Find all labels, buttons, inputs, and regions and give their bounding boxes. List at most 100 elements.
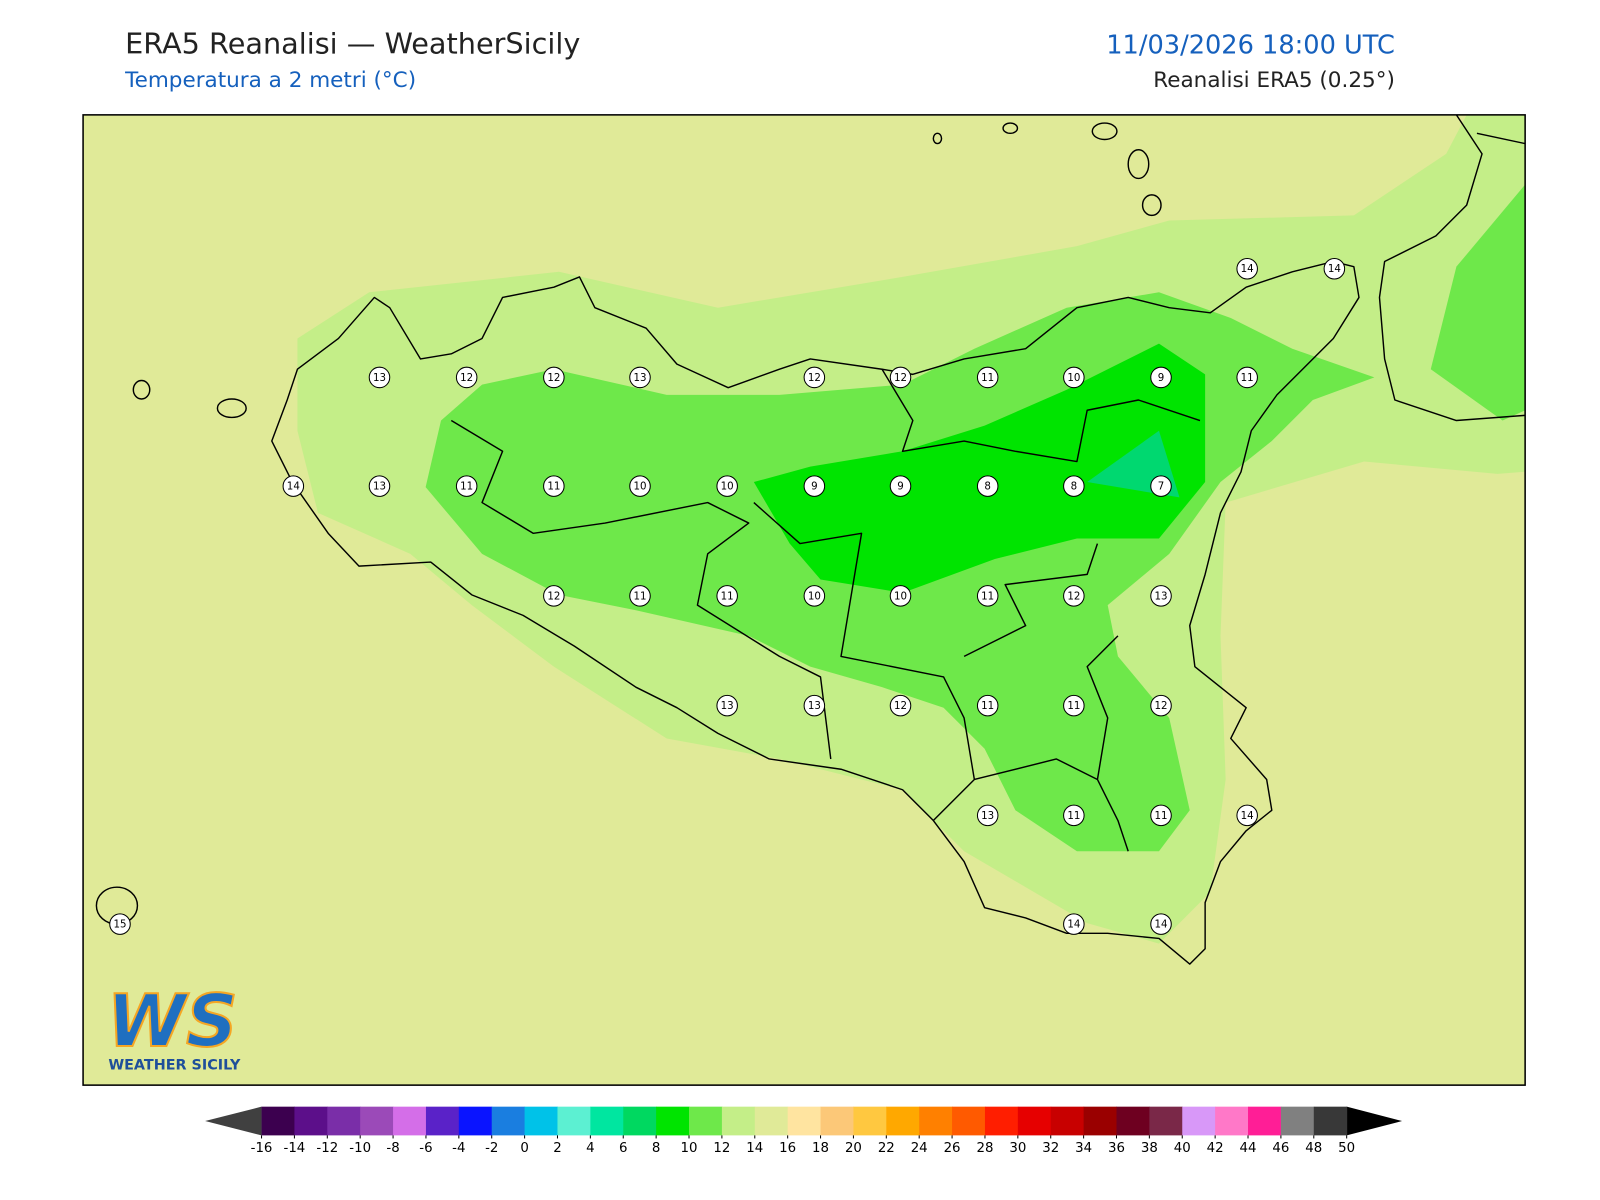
station-value: 15: [113, 919, 126, 931]
colorbar-segment: [327, 1106, 361, 1136]
subtitle: Temperatura a 2 metri (°C): [124, 68, 416, 93]
island: [132, 379, 151, 400]
colorbar-segment: [458, 1106, 493, 1136]
colorbar-tick-label: 40: [1174, 1141, 1191, 1156]
colorbar-tick-label: 12: [713, 1141, 730, 1156]
station-value: 12: [547, 590, 560, 602]
colorbar-tick-label: 48: [1305, 1141, 1322, 1156]
station-marker: [368, 366, 391, 389]
colorbar: -16 -14 -12 -10 -8 -6 -4 -2 0 2 4 6 8 10 12 14 16 18 20 22 2…: [205, 1106, 1403, 1156]
station-marker: [543, 585, 565, 607]
station-value: 14: [1155, 919, 1168, 931]
station-marker: [455, 475, 478, 497]
station-value: 13: [373, 372, 386, 384]
colorbar-segment: [360, 1106, 394, 1136]
colorbar-tick-label: 34: [1075, 1141, 1092, 1156]
colorbar-segment: [754, 1106, 789, 1136]
station-value: 12: [460, 372, 473, 384]
station-marker: [1063, 366, 1085, 389]
station-value: 12: [547, 372, 560, 384]
colorbar-segment: [984, 1106, 1019, 1136]
colorbar-tick-label: -6: [419, 1141, 432, 1156]
colorbar-segment: [623, 1106, 657, 1136]
colorbar-tick-label: 10: [681, 1141, 698, 1156]
island: [1127, 149, 1150, 180]
station-marker: [368, 475, 391, 497]
station-marker: [803, 366, 826, 389]
station-marker: [976, 694, 999, 717]
station-marker: [716, 694, 738, 717]
colorbar-tick-label: 44: [1240, 1141, 1257, 1156]
station-value: 8: [984, 481, 991, 493]
colorbar-segment: [952, 1106, 986, 1136]
station-value: 7: [1158, 481, 1165, 493]
title: ERA5 Reanalisi — WeatherSicily: [125, 26, 580, 60]
colorbar-tick-label: 16: [779, 1141, 796, 1156]
station-marker: [976, 475, 999, 497]
island: [932, 132, 943, 145]
station-marker: [889, 475, 912, 497]
colorbar-tick-label: -4: [452, 1141, 465, 1156]
station-marker: [629, 475, 651, 497]
colorbar-tick-label: -14: [284, 1141, 306, 1156]
colorbar-over: [1346, 1106, 1403, 1136]
calabria-coast: [1378, 114, 1526, 422]
station-marker: [282, 475, 305, 497]
station-value: 11: [721, 590, 734, 602]
station-marker: [1063, 694, 1085, 717]
colorbar-tick-label: -12: [316, 1141, 338, 1156]
coastline: [271, 260, 1360, 965]
colorbar-tick-label: 36: [1108, 1141, 1125, 1156]
station-value: 11: [1067, 810, 1080, 822]
station-marker: [1063, 804, 1085, 827]
station-value: 9: [811, 481, 818, 493]
colorbar-segment: [294, 1106, 328, 1136]
station-value: 13: [808, 700, 821, 712]
colorbar-tick-label: -10: [349, 1141, 371, 1156]
station-marker: [976, 366, 999, 389]
colorbar-segment: [853, 1106, 887, 1136]
station-value: 13: [981, 810, 994, 822]
station-value: 12: [1067, 590, 1080, 602]
station-value: 11: [460, 481, 473, 493]
station-value: 12: [1155, 700, 1168, 712]
station-value: 14: [1067, 919, 1080, 931]
station-value: 8: [1071, 481, 1078, 493]
colorbar-tick-label: 6: [619, 1141, 627, 1156]
colorbar-segment: [1182, 1106, 1216, 1136]
colorbar-segment: [524, 1106, 558, 1136]
colorbar-tick-label: -8: [386, 1141, 399, 1156]
station-marker: [803, 585, 826, 607]
station-marker: [109, 913, 131, 935]
station-marker: [716, 585, 738, 607]
station-value: 9: [1158, 372, 1165, 384]
island: [1002, 122, 1019, 135]
station-value: 9: [897, 481, 904, 493]
colorbar-segment: [1083, 1106, 1118, 1136]
colorbar-segment: [1215, 1106, 1249, 1136]
colorbar-tick-label: 20: [845, 1141, 862, 1156]
colorbar-segment: [425, 1106, 460, 1136]
station-value: 11: [981, 700, 994, 712]
province-border: [450, 368, 1201, 852]
station-value: 13: [1155, 590, 1168, 602]
station-marker: [1063, 585, 1085, 607]
station-value: 10: [1067, 372, 1080, 384]
station-marker: [1236, 366, 1258, 389]
colorbar-tick-label: 30: [1009, 1141, 1026, 1156]
station-marker: [889, 585, 912, 607]
colorbar-tick-label: 14: [746, 1141, 763, 1156]
colorbar-segment: [590, 1106, 624, 1136]
colorbar-segment: [557, 1106, 591, 1136]
station-marker: [1150, 913, 1172, 935]
station-value: 13: [721, 700, 734, 712]
station-marker: [1150, 694, 1172, 717]
station-value: 11: [1155, 810, 1168, 822]
station-marker: [889, 366, 912, 389]
station-value: 12: [894, 700, 907, 712]
station-value: 14: [1241, 810, 1254, 822]
station-value: 10: [721, 481, 734, 493]
colorbar-tick-label: 0: [520, 1141, 528, 1156]
colorbar-tick-label: -16: [251, 1141, 273, 1156]
